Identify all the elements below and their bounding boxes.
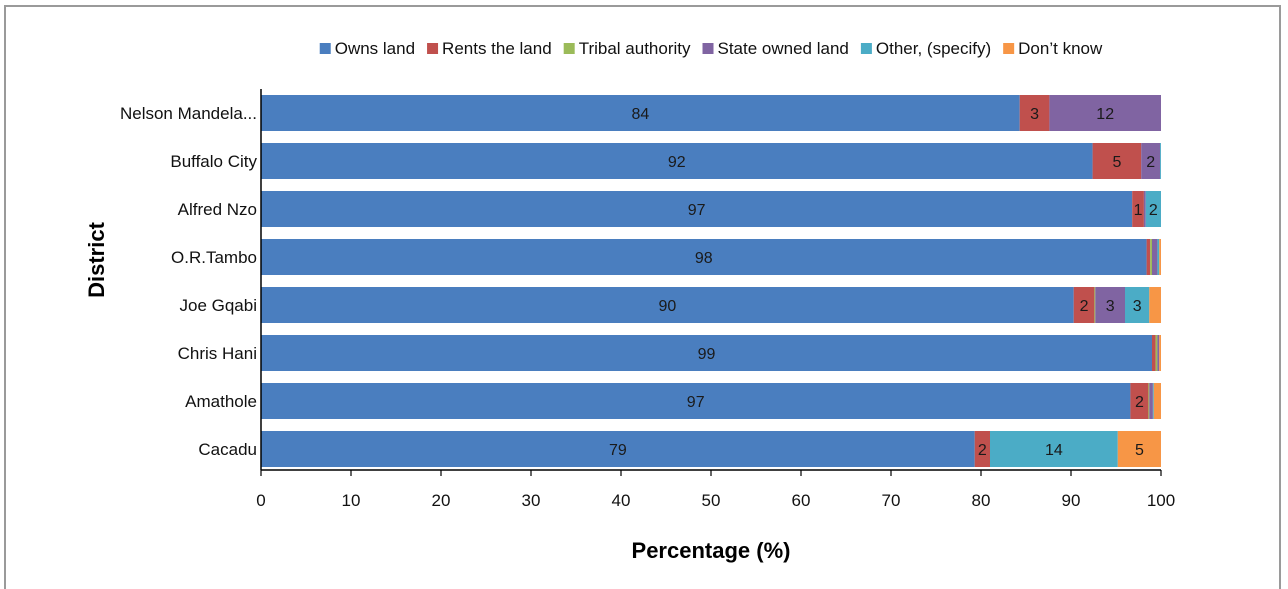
y-axis: Nelson Mandela... Buffalo City Alfred Nzo O… [120, 89, 262, 470]
x-tick-label: 50 [702, 491, 721, 510]
bar-cacadu-owns-land [261, 431, 975, 467]
legend-swatch-owns-land [319, 43, 331, 54]
data-label-amathole-rents-the-land: 2 [1135, 394, 1144, 411]
category-label: Cacadu [198, 440, 257, 459]
data-label-buffalo-city-state-owned-land: 2 [1146, 154, 1155, 171]
data-label-amathole-owns-land: 97 [687, 394, 705, 411]
category-label: Buffalo City [170, 152, 257, 171]
bar-nelson-mandela-rents-the-land [1019, 95, 1050, 131]
x-axis: 0 10 20 30 40 50 60 70 80 90 100 [256, 469, 1175, 510]
legend-swatch-rents-the-land [427, 43, 439, 54]
category-label: Nelson Mandela... [120, 104, 257, 123]
x-tick-label: 10 [342, 491, 361, 510]
data-label-chris-hani-owns-land: 99 [698, 346, 716, 363]
bar-amathole-don-t-know [1153, 383, 1161, 419]
bar-joe-gqabi-don-t-know [1149, 287, 1161, 323]
bar-alfred-nzo-owns-land [261, 191, 1133, 227]
data-label-alfred-nzo-owns-land: 97 [688, 202, 706, 219]
bar-amathole-rents-the-land [1130, 383, 1149, 419]
legend-label-other-specify: Other, (specify) [876, 39, 991, 58]
legend-swatch-other-specify [860, 43, 872, 54]
bar-chris-hani-rents-the-land [1152, 335, 1156, 371]
x-tick-label: 0 [256, 491, 265, 510]
bar-chris-hani-state-owned-land [1157, 335, 1160, 371]
data-label-joe-gqabi-rents-the-land: 2 [1080, 298, 1089, 315]
bar-cacadu-rents-the-land [974, 431, 990, 467]
x-tick-label: 100 [1147, 491, 1175, 510]
x-axis-title: Percentage (%) [632, 538, 791, 563]
x-tick-label: 40 [612, 491, 631, 510]
bar-amathole-other-specify [1152, 383, 1154, 419]
bar-alfred-nzo-other-specify [1145, 191, 1161, 227]
data-label-cacadu-don-t-know: 5 [1135, 442, 1144, 459]
bar-joe-gqabi-owns-land [261, 287, 1074, 323]
legend-label-don-t-know: Don’t know [1018, 39, 1103, 58]
bar-amathole-owns-land [261, 383, 1131, 419]
bar-alfred-nzo-state-owned-land [1143, 191, 1146, 227]
data-label-alfred-nzo-rents-the-land: 1 [1134, 202, 1143, 219]
legend-swatch-don-t-know [1003, 43, 1015, 54]
x-tick-label: 30 [522, 491, 541, 510]
data-label-o-r-tambo-owns-land: 98 [695, 250, 713, 267]
data-label-cacadu-owns-land: 79 [609, 442, 627, 459]
data-label-joe-gqabi-other-specify: 3 [1133, 298, 1142, 315]
legend: Owns land Rents the land Tribal authority S… [319, 39, 1103, 58]
category-label: O.R.Tambo [171, 248, 257, 267]
data-label-cacadu-other-specify: 14 [1045, 442, 1063, 459]
legend-label-tribal-authority: Tribal authority [579, 39, 691, 58]
bar-cacadu-other-specify [990, 431, 1118, 467]
data-label-joe-gqabi-owns-land: 90 [658, 298, 676, 315]
category-label: Chris Hani [178, 344, 257, 363]
bar-o-r-tambo-state-owned-land [1152, 239, 1158, 275]
x-tick-label: 80 [972, 491, 991, 510]
data-label-nelson-mandela-state-owned-land: 12 [1096, 106, 1114, 123]
category-label: Alfred Nzo [178, 200, 257, 219]
x-tick-label: 90 [1062, 491, 1081, 510]
bar-alfred-nzo-rents-the-land [1132, 191, 1144, 227]
bar-joe-gqabi-other-specify [1125, 287, 1150, 323]
bar-cacadu-don-t-know [1117, 431, 1161, 467]
bar-amathole-state-owned-land [1149, 383, 1153, 419]
x-tick-label: 70 [882, 491, 901, 510]
bars [261, 95, 1161, 467]
data-label-joe-gqabi-state-owned-land: 3 [1106, 298, 1115, 315]
bar-chris-hani-tribal-authority [1155, 335, 1158, 371]
bar-o-r-tambo-other-specify [1157, 239, 1160, 275]
x-tick-label: 60 [792, 491, 811, 510]
bar-o-r-tambo-owns-land [261, 239, 1147, 275]
data-label-buffalo-city-owns-land: 92 [668, 154, 686, 171]
bar-nelson-mandela-owns-land [261, 95, 1020, 131]
bar-buffalo-city-other-specify [1160, 143, 1161, 179]
data-label-cacadu-rents-the-land: 2 [978, 442, 987, 459]
bar-buffalo-city-state-owned-land [1141, 143, 1161, 179]
legend-label-state-owned-land: State owned land [718, 39, 849, 58]
x-tick-label: 20 [432, 491, 451, 510]
data-label-nelson-mandela-rents-the-land: 3 [1030, 106, 1039, 123]
bar-o-r-tambo-rents-the-land [1146, 239, 1151, 275]
bar-joe-gqabi-state-owned-land [1095, 287, 1125, 323]
y-axis-title: District [84, 221, 109, 297]
bar-nelson-mandela-state-owned-land [1049, 95, 1161, 131]
bar-o-r-tambo-tribal-authority [1150, 239, 1152, 275]
bar-amathole-tribal-authority [1148, 383, 1150, 419]
data-label-nelson-mandela-owns-land: 84 [631, 106, 649, 123]
bar-chris-hani-owns-land [261, 335, 1152, 371]
bar-o-r-tambo-don-t-know [1159, 239, 1161, 275]
legend-label-rents-the-land: Rents the land [442, 39, 552, 58]
chart-frame [4, 5, 1281, 589]
legend-label-owns-land: Owns land [335, 39, 415, 58]
category-label: Joe Gqabi [180, 296, 258, 315]
category-label: Amathole [185, 392, 257, 411]
bar-joe-gqabi-tribal-authority [1094, 287, 1096, 323]
data-label-buffalo-city-rents-the-land: 5 [1112, 154, 1121, 171]
bar-buffalo-city-rents-the-land [1092, 143, 1142, 179]
data-label-alfred-nzo-other-specify: 2 [1149, 202, 1158, 219]
legend-swatch-tribal-authority [563, 43, 575, 54]
bar-joe-gqabi-rents-the-land [1073, 287, 1095, 323]
bar-chris-hani-don-t-know [1159, 335, 1161, 371]
bar-buffalo-city-owns-land [261, 143, 1093, 179]
legend-swatch-state-owned-land [702, 43, 714, 54]
